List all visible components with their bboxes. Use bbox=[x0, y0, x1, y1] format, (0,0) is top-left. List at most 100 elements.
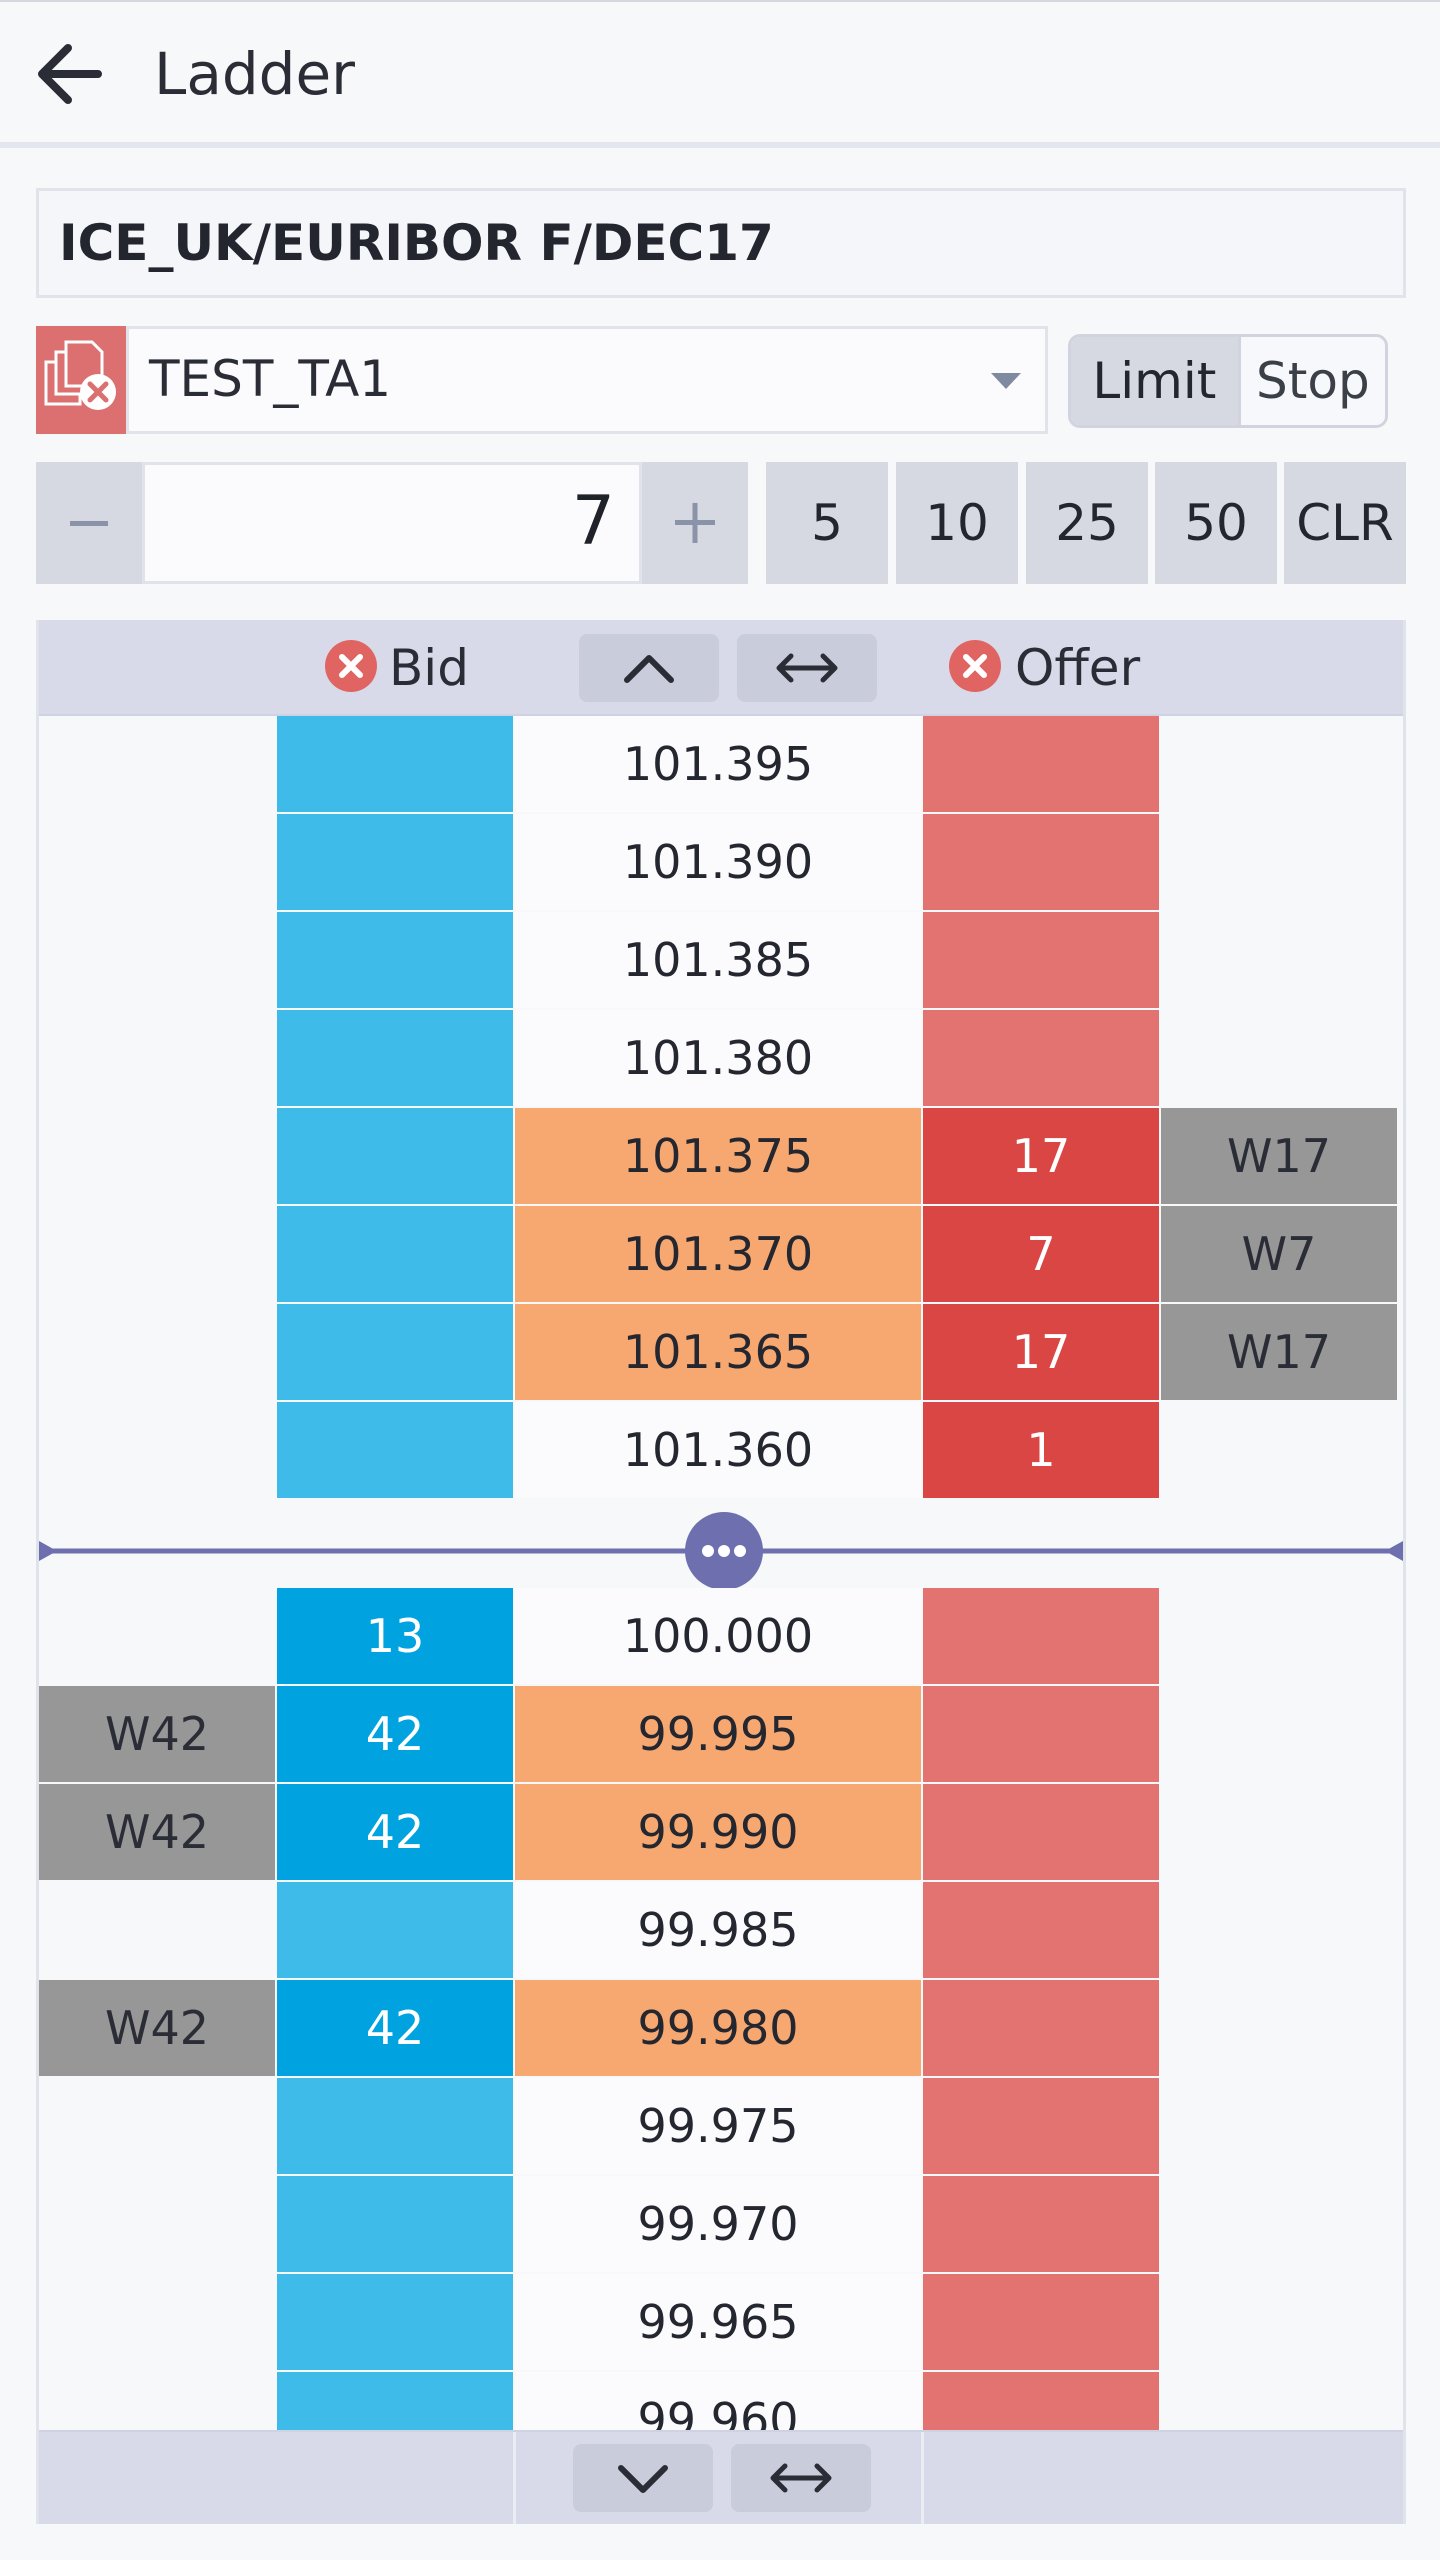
working-offer-order[interactable]: W17 bbox=[1161, 1108, 1397, 1204]
price-cell: 101.375 bbox=[515, 1108, 921, 1204]
bid-cell[interactable] bbox=[277, 1108, 513, 1204]
bid-column-label: Bid bbox=[389, 639, 469, 697]
bid-cell[interactable]: 13 bbox=[277, 1588, 513, 1684]
scroll-down-button[interactable] bbox=[573, 2444, 713, 2512]
ladder-row: 99.975 bbox=[39, 2078, 1403, 2176]
bid-cell[interactable] bbox=[277, 1010, 513, 1106]
ladder-row: 99.970 bbox=[39, 2176, 1403, 2274]
ladder-row: W42 42 99.990 bbox=[39, 1784, 1403, 1882]
arrow-left-icon[interactable] bbox=[28, 32, 112, 116]
offer-cell[interactable] bbox=[923, 814, 1159, 910]
price-ladder: Bid Offer 101.395 101.390 101.385 101.380 10… bbox=[36, 620, 1406, 2524]
offer-cell[interactable] bbox=[923, 2078, 1159, 2174]
quantity-decrement-button[interactable] bbox=[36, 462, 142, 584]
offer-cell[interactable] bbox=[923, 1588, 1159, 1684]
offer-cell[interactable] bbox=[923, 1686, 1159, 1782]
price-cell: 101.395 bbox=[515, 716, 921, 812]
minus-icon bbox=[70, 521, 108, 526]
ladder-row: 13 100.000 bbox=[39, 1588, 1403, 1686]
bid-cell[interactable] bbox=[277, 2274, 513, 2370]
price-cell: 99.975 bbox=[515, 2078, 921, 2174]
bid-cell[interactable] bbox=[277, 716, 513, 812]
offer-cell[interactable] bbox=[923, 2176, 1159, 2272]
ladder-footer bbox=[39, 2430, 1403, 2524]
stop-button[interactable]: Stop bbox=[1237, 337, 1385, 425]
recenter-button-bottom[interactable] bbox=[731, 2444, 871, 2512]
working-offer-order[interactable]: W17 bbox=[1161, 1304, 1397, 1400]
bid-cell[interactable] bbox=[277, 1402, 513, 1498]
price-cell: 101.360 bbox=[515, 1402, 921, 1498]
bid-cell[interactable] bbox=[277, 814, 513, 910]
offer-cell[interactable] bbox=[923, 1010, 1159, 1106]
footer-separator bbox=[513, 2432, 516, 2524]
price-cell: 100.000 bbox=[515, 1588, 921, 1684]
bid-cell[interactable] bbox=[277, 1882, 513, 1978]
ellipsis-icon bbox=[702, 1545, 746, 1557]
offer-cell[interactable] bbox=[923, 1882, 1159, 1978]
quantity-preset-10[interactable]: 10 bbox=[896, 462, 1018, 584]
quantity-increment-button[interactable] bbox=[642, 462, 748, 584]
cancel-bids-icon[interactable] bbox=[325, 640, 377, 692]
bid-cell[interactable] bbox=[277, 1206, 513, 1302]
order-type-toggle: Limit Stop bbox=[1068, 334, 1388, 428]
bid-cell[interactable]: 42 bbox=[277, 1980, 513, 2076]
quantity-preset-5[interactable]: 5 bbox=[766, 462, 888, 584]
quantity-preset-50[interactable]: 50 bbox=[1155, 462, 1277, 584]
ladder-row: W42 42 99.995 bbox=[39, 1686, 1403, 1784]
chevron-down-icon bbox=[618, 2465, 668, 2493]
ladder-row: 101.385 bbox=[39, 912, 1403, 1010]
bid-cell[interactable] bbox=[277, 2176, 513, 2272]
ladder-row: 101.360 1 bbox=[39, 1402, 1403, 1500]
recenter-button[interactable] bbox=[737, 634, 877, 702]
ladder-row: 101.390 bbox=[39, 814, 1403, 912]
quantity-preset-25[interactable]: 25 bbox=[1026, 462, 1148, 584]
offer-cell[interactable]: 17 bbox=[923, 1304, 1159, 1400]
offer-cell[interactable] bbox=[923, 2274, 1159, 2370]
caret-down-icon bbox=[991, 373, 1021, 389]
cancel-offers-icon[interactable] bbox=[949, 640, 1001, 692]
offer-cell[interactable]: 1 bbox=[923, 1402, 1159, 1498]
scroll-up-button[interactable] bbox=[579, 634, 719, 702]
footer-separator bbox=[921, 2432, 924, 2524]
app-bar: Ladder bbox=[0, 0, 1440, 148]
bid-cell[interactable] bbox=[277, 912, 513, 1008]
account-error-icon bbox=[36, 326, 126, 434]
quantity-clear-button[interactable]: CLR bbox=[1284, 462, 1406, 584]
working-bid-order[interactable]: W42 bbox=[39, 1980, 275, 2076]
price-cell: 101.380 bbox=[515, 1010, 921, 1106]
offer-cell[interactable] bbox=[923, 912, 1159, 1008]
price-cell: 99.965 bbox=[515, 2274, 921, 2370]
price-cell: 99.980 bbox=[515, 1980, 921, 2076]
offer-cell[interactable]: 7 bbox=[923, 1206, 1159, 1302]
working-bid-order[interactable]: W42 bbox=[39, 1686, 275, 1782]
limit-button[interactable]: Limit bbox=[1071, 337, 1238, 425]
ladder-row: 101.375 17 W17 bbox=[39, 1108, 1403, 1206]
price-cell: 101.385 bbox=[515, 912, 921, 1008]
price-cell: 101.370 bbox=[515, 1206, 921, 1302]
working-bid-order[interactable]: W42 bbox=[39, 1784, 275, 1880]
bid-cell[interactable] bbox=[277, 2078, 513, 2174]
ladder-row: 101.365 17 W17 bbox=[39, 1304, 1403, 1402]
more-options-button[interactable] bbox=[685, 1512, 763, 1590]
ladder-row: W42 42 99.980 bbox=[39, 1980, 1403, 2078]
ladder-row: 99.985 bbox=[39, 1882, 1403, 1980]
offer-cell[interactable] bbox=[923, 1784, 1159, 1880]
ladder-row: 101.370 7 W7 bbox=[39, 1206, 1403, 1304]
price-cell: 101.365 bbox=[515, 1304, 921, 1400]
bid-cell[interactable]: 42 bbox=[277, 1784, 513, 1880]
offer-cell[interactable] bbox=[923, 1980, 1159, 2076]
working-offer-order[interactable]: W7 bbox=[1161, 1206, 1397, 1302]
chevron-up-icon bbox=[624, 655, 674, 683]
offer-cell[interactable] bbox=[923, 716, 1159, 812]
arrows-horizontal-icon bbox=[770, 2463, 832, 2493]
offer-cell[interactable]: 17 bbox=[923, 1108, 1159, 1204]
page-title: Ladder bbox=[154, 40, 356, 108]
offer-column-label: Offer bbox=[1015, 639, 1141, 697]
bid-cell[interactable] bbox=[277, 1304, 513, 1400]
price-cell: 101.390 bbox=[515, 814, 921, 910]
bid-cell[interactable]: 42 bbox=[277, 1686, 513, 1782]
ladder-row: 99.965 bbox=[39, 2274, 1403, 2372]
price-cell: 99.995 bbox=[515, 1686, 921, 1782]
account-dropdown[interactable]: TEST_TA1 bbox=[126, 326, 1048, 434]
quantity-input[interactable]: 7 bbox=[142, 462, 642, 584]
